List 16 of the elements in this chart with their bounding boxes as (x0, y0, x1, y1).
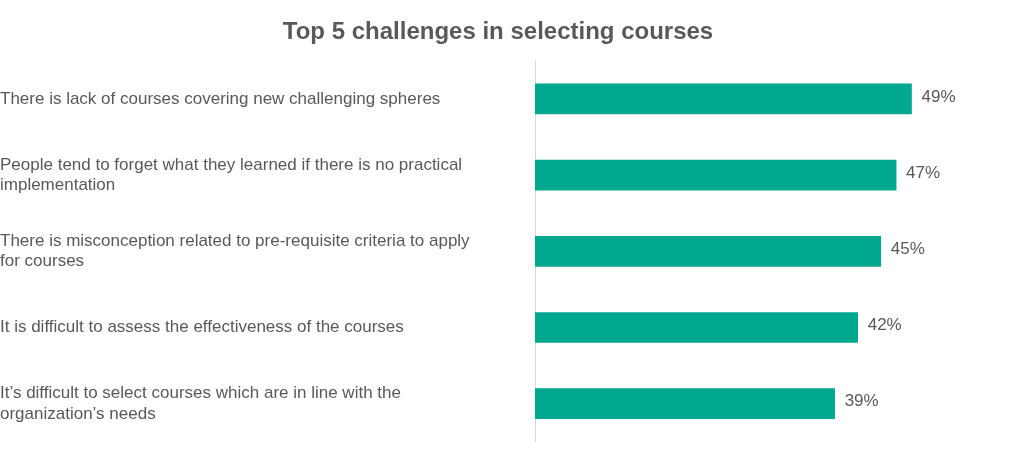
data-label: 45% (890, 238, 925, 258)
bar (535, 388, 835, 420)
bar (535, 312, 859, 343)
y-tick-label: It is difficult to assess the effectiveness of the courses (0, 317, 404, 337)
y-tick-label: There is lack of courses covering new challenging spheres (0, 88, 441, 108)
bar (535, 235, 882, 267)
data-label: 49% (921, 86, 956, 106)
bar (535, 83, 912, 115)
data-label: 42% (867, 315, 902, 335)
bar (535, 159, 897, 191)
data-label: 39% (844, 391, 879, 411)
data-label: 47% (906, 162, 941, 182)
y-tick-label: It’s difficult to select courses which are in line with the organization’s needs (0, 383, 401, 423)
y-tick-label: There is misconception related to pre-requisite criteria to apply for courses (0, 230, 471, 271)
chart-title: Top 5 challenges in selecting courses (282, 17, 714, 45)
y-tick-label: People tend to forget what they learned if there is no practical implementation (0, 154, 463, 194)
